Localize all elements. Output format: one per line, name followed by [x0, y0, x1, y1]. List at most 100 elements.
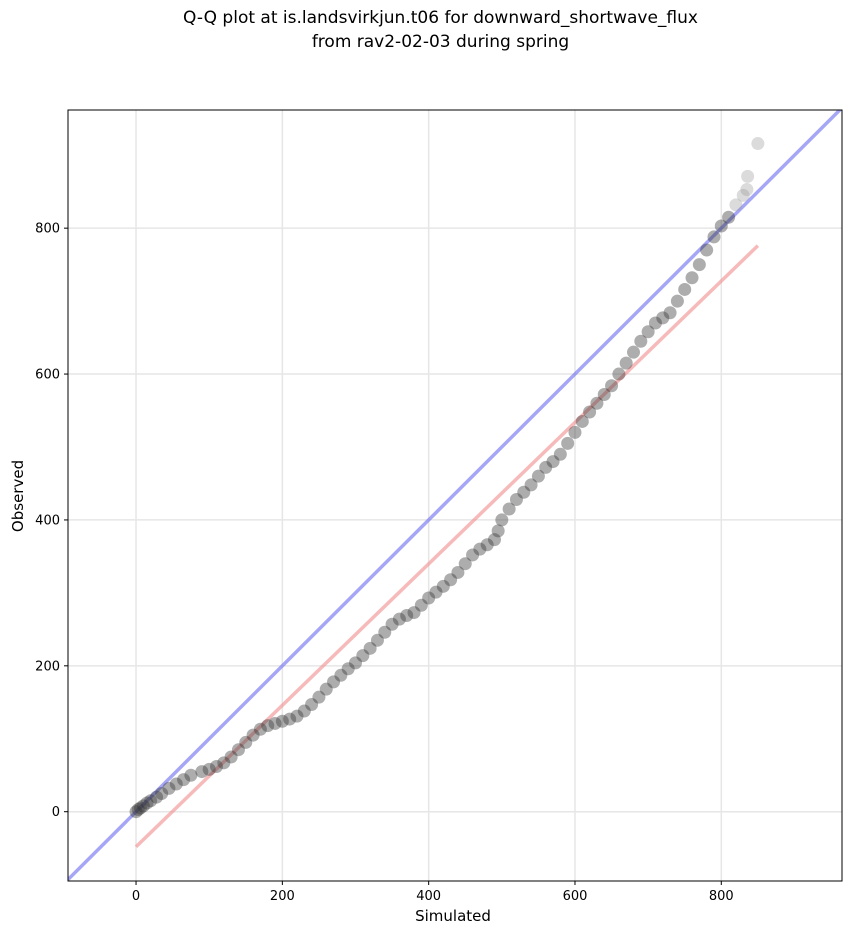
data-point: [400, 608, 414, 622]
data-point: [539, 460, 553, 474]
data-point: [583, 405, 597, 419]
data-point: [509, 493, 523, 507]
data-point: [670, 294, 684, 308]
data-point: [414, 598, 428, 612]
y-axis-label: Observed: [9, 460, 27, 532]
data-point: [488, 533, 502, 547]
data-point: [575, 414, 589, 428]
data-point: [634, 334, 648, 348]
plot-frame: [67, 109, 843, 882]
data-point: [150, 790, 164, 804]
chart-title-line-2: from rav2-02-03 during spring: [311, 32, 570, 52]
data-point: [612, 367, 626, 381]
data-point: [283, 712, 297, 726]
data-point: [458, 557, 472, 571]
data-point: [502, 502, 516, 516]
data-point: [407, 606, 421, 620]
data-point: [561, 436, 575, 450]
data-point: [597, 387, 611, 401]
data-point: [627, 345, 641, 359]
data-point: [217, 756, 231, 770]
data-point: [246, 728, 260, 742]
data-point: [678, 282, 692, 296]
data-point: [466, 548, 480, 562]
data-point: [312, 690, 326, 704]
data-point: [305, 697, 319, 711]
y-tick-label: 800: [35, 222, 60, 237]
data-point: [140, 796, 154, 810]
data-point: [356, 649, 370, 663]
data-point: [685, 271, 699, 285]
y-tick-label: 200: [35, 659, 60, 674]
data-point: [136, 799, 150, 813]
data-point: [641, 325, 655, 339]
data-point: [297, 704, 311, 718]
data-point: [729, 198, 743, 212]
data-point: [253, 722, 267, 736]
data-point: [491, 524, 505, 538]
x-tick-label: 800: [709, 889, 734, 904]
data-point: [162, 781, 176, 795]
data-point: [656, 311, 670, 325]
data-point: [334, 668, 348, 682]
data-point: [261, 719, 275, 733]
data-point: [590, 396, 604, 410]
y-tick-label: 0: [52, 805, 60, 820]
data-point: [473, 542, 487, 556]
data-point: [169, 777, 183, 791]
y-tick-label: 400: [35, 513, 60, 528]
data-point: [378, 625, 392, 639]
data-point: [714, 219, 728, 233]
data-point: [129, 805, 143, 819]
data-point: [349, 656, 363, 670]
data-point: [327, 675, 341, 689]
data-point: [451, 565, 465, 579]
data-point: [517, 485, 531, 499]
data-point: [700, 243, 714, 257]
chart-title-line-1: Q-Q plot at is.landsvirkjun.t06 for down…: [183, 8, 698, 28]
data-point: [195, 765, 209, 779]
data-point: [444, 573, 458, 587]
data-point: [392, 612, 406, 626]
data-point: [531, 469, 545, 483]
data-point: [268, 716, 282, 730]
data-point: [155, 786, 169, 800]
data-point: [546, 455, 560, 469]
data-point: [605, 379, 619, 393]
y-tick-label: 600: [35, 368, 60, 383]
fit-line: [134, 244, 760, 848]
data-point: [619, 356, 633, 370]
data-point: [370, 633, 384, 647]
data-point: [275, 714, 289, 728]
data-point: [736, 188, 750, 202]
data-point: [133, 801, 147, 815]
data-point: [707, 230, 721, 244]
data-point: [429, 585, 443, 599]
data-point: [184, 768, 198, 782]
data-point: [239, 735, 253, 749]
data-point: [740, 183, 754, 197]
data-point: [741, 169, 755, 183]
data-point: [495, 513, 509, 527]
data-point: [363, 641, 377, 655]
data-point: [319, 682, 333, 696]
data-point: [202, 762, 216, 776]
data-point: [290, 709, 304, 723]
data-point: [231, 743, 245, 757]
data-point: [224, 750, 238, 764]
data-point: [524, 478, 538, 492]
data-point: [341, 662, 355, 676]
x-tick-label: 200: [270, 889, 295, 904]
x-tick-label: 600: [563, 889, 588, 904]
data-point: [692, 258, 706, 272]
x-tick-label: 400: [416, 889, 441, 904]
data-point: [436, 579, 450, 593]
data-point: [663, 306, 677, 320]
data-point: [422, 591, 436, 605]
data-point: [385, 617, 399, 631]
data-point: [210, 759, 224, 773]
data-point: [131, 803, 145, 817]
data-point: [553, 447, 567, 461]
data-point: [480, 538, 494, 552]
